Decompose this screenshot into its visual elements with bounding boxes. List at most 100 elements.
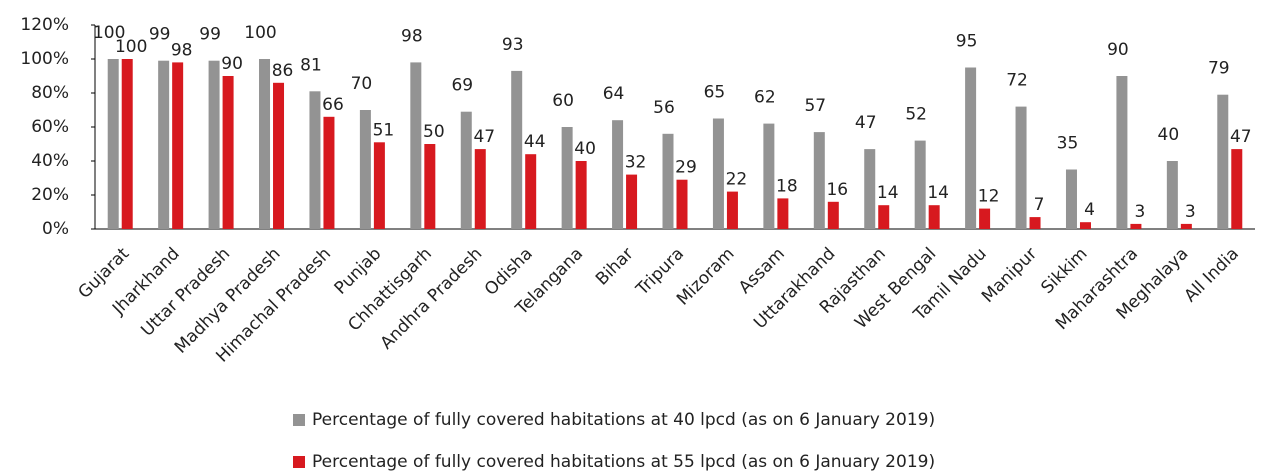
data-label: 50 (423, 122, 445, 142)
legend-swatch (293, 456, 305, 468)
data-label: 40 (1158, 125, 1180, 145)
data-label: 100 (115, 37, 147, 57)
data-label: 32 (625, 153, 647, 173)
bar (979, 208, 991, 229)
y-tick-label: 60% (31, 117, 69, 137)
bar (511, 70, 523, 230)
data-label: 3 (1185, 202, 1196, 222)
y-tick-label: 40% (31, 151, 69, 171)
data-label: 99 (149, 25, 171, 45)
bar (172, 62, 184, 230)
data-label: 93 (502, 35, 524, 55)
data-label: 40 (574, 139, 596, 159)
bar (222, 76, 234, 229)
data-label: 51 (373, 120, 395, 140)
bar (1065, 169, 1077, 229)
bar (864, 149, 876, 229)
bar (777, 198, 789, 229)
bar (525, 154, 537, 229)
data-label: 90 (1107, 40, 1129, 60)
data-label: 98 (401, 26, 423, 46)
bar (474, 149, 486, 229)
bar (107, 59, 119, 229)
data-label: 60 (552, 91, 574, 111)
data-label: 22 (726, 170, 748, 190)
y-tick-label: 80% (31, 83, 69, 103)
y-tick-label: 120% (20, 15, 69, 35)
bar (1130, 223, 1142, 229)
data-label: 4 (1084, 200, 1095, 220)
bar (208, 60, 220, 230)
data-label: 29 (675, 158, 697, 178)
data-label: 72 (1006, 71, 1028, 91)
bar (1015, 106, 1027, 229)
bar (121, 59, 133, 229)
legend-label: Percentage of fully covered habitations … (312, 452, 935, 472)
data-label: 79 (1208, 59, 1230, 79)
data-label: 81 (300, 55, 322, 75)
bar (1166, 161, 1178, 229)
data-label: 62 (754, 88, 776, 108)
bar (373, 142, 385, 229)
x-tick-label: Bihar (592, 244, 638, 290)
bar (410, 62, 422, 230)
data-label: 100 (244, 23, 276, 43)
bar (676, 179, 688, 229)
data-label: 70 (351, 74, 373, 94)
data-label: 99 (199, 25, 221, 45)
data-label: 16 (826, 180, 848, 200)
data-label: 52 (905, 105, 927, 125)
data-label: 18 (776, 176, 798, 196)
bar (612, 120, 624, 229)
bar (914, 140, 926, 229)
legend-swatch (293, 414, 305, 426)
data-label: 47 (855, 113, 877, 133)
bar (273, 82, 285, 229)
bar (827, 201, 839, 229)
bar (965, 67, 977, 229)
data-label: 14 (877, 183, 899, 203)
bar (626, 174, 638, 229)
bar (1116, 76, 1128, 229)
bar (309, 91, 321, 229)
data-label: 95 (956, 32, 978, 52)
bar (662, 133, 674, 229)
data-label: 65 (704, 83, 726, 103)
x-tick-label: Uttar Pradesh (137, 244, 234, 341)
bar (726, 191, 738, 229)
x-tick-label: Manipur (978, 244, 1041, 307)
bar (259, 59, 271, 229)
bar (359, 110, 371, 229)
data-label: 47 (1230, 127, 1252, 147)
bar (1217, 94, 1229, 229)
data-label: 7 (1034, 195, 1045, 215)
bar (928, 205, 940, 229)
data-label: 90 (221, 54, 243, 74)
y-tick-label: 0% (42, 219, 69, 239)
data-label: 12 (978, 187, 1000, 207)
bar (575, 161, 587, 229)
data-label: 35 (1057, 134, 1079, 154)
data-label: 3 (1134, 202, 1145, 222)
data-label: 44 (524, 132, 546, 152)
data-label: 47 (473, 127, 495, 147)
bar (424, 144, 436, 229)
bar (763, 123, 775, 229)
bar (561, 127, 573, 229)
bar (1079, 222, 1091, 229)
data-label: 56 (653, 98, 675, 118)
bar (1231, 149, 1243, 229)
bar (158, 60, 170, 230)
bar (878, 205, 890, 229)
bar (712, 118, 724, 229)
data-label: 86 (272, 61, 294, 81)
legend-label: Percentage of fully covered habitations … (312, 410, 935, 430)
data-label: 98 (171, 40, 193, 60)
data-label: 66 (322, 95, 344, 115)
bar (813, 132, 825, 229)
bar (460, 111, 472, 229)
x-tick-label: All India (1180, 244, 1242, 306)
data-label: 64 (603, 84, 625, 104)
bar (1180, 223, 1192, 229)
